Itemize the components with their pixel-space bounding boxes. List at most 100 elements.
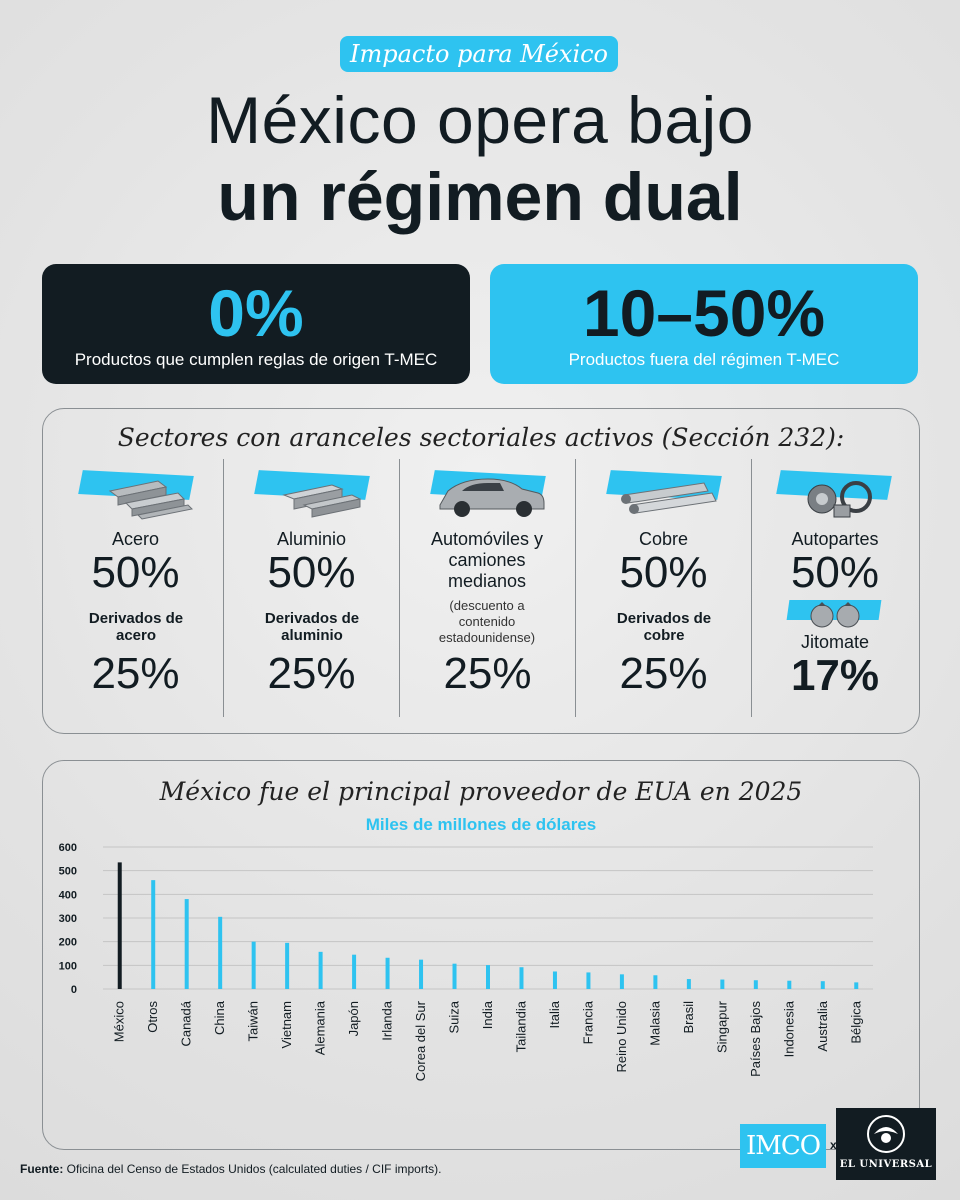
bar (218, 916, 223, 989)
sector-aluminio: Aluminio 50% Derivados de aluminio 25% (223, 459, 399, 717)
derived-label: Derivados de aluminio (264, 610, 360, 644)
copper-pipes-icon (576, 459, 751, 529)
non-tmec-card: 10–50% Productos fuera del régimen T-MEC (490, 264, 918, 384)
el-universal-logo: EL UNIVERSAL (836, 1108, 936, 1180)
tmec-compliant-card: 0% Productos que cumplen reglas de orige… (42, 264, 470, 384)
x-tick-label: Canadá (179, 1000, 194, 1046)
bar (586, 972, 591, 989)
non-tmec-value: 10–50% (582, 276, 826, 350)
y-tick-label: 300 (59, 913, 77, 925)
logo-separator: x (830, 1138, 837, 1152)
x-tick-label: Corea del Sur (413, 1000, 428, 1081)
bar (352, 954, 357, 989)
bar (787, 980, 792, 989)
sector-cobre: Cobre 50% Derivados de cobre 25% (575, 459, 751, 717)
bar (753, 980, 758, 989)
tmec-compliant-label: Productos que cumplen reglas de origen T… (74, 350, 438, 369)
x-tick-label: Malasia (647, 1000, 662, 1046)
bar (854, 982, 859, 989)
sector-automoviles: Automóviles y camiones medianos (descuen… (399, 459, 575, 717)
sector-rate: 25% (443, 649, 532, 698)
tomato-icon (752, 600, 918, 630)
sector-name: Aluminio (276, 529, 347, 549)
page-title-line2: un régimen dual (217, 159, 743, 235)
bar (552, 971, 557, 989)
y-tick-label: 200 (59, 937, 77, 949)
bar (318, 951, 323, 989)
bar (285, 942, 290, 989)
bar (452, 963, 457, 989)
chart-subtitle: Miles de millones de dólares (365, 815, 597, 834)
tmec-compliant-value: 0% (208, 276, 304, 350)
x-tick-label: Suiza (447, 1000, 462, 1033)
bar (251, 941, 256, 989)
aluminum-profiles-icon (224, 459, 399, 529)
derived-rate: 25% (91, 649, 180, 698)
bar (820, 981, 825, 989)
car-icon (400, 459, 575, 529)
extra-name: Jitomate (800, 632, 870, 652)
bar (720, 979, 725, 989)
source-note: Fuente: Oficina del Censo de Estados Uni… (20, 1162, 442, 1176)
bar (486, 965, 490, 989)
bar (519, 967, 524, 989)
y-tick-label: 500 (59, 866, 77, 878)
x-tick-label: Reino Unido (614, 1001, 629, 1073)
bar (653, 975, 658, 989)
sector-name: Automóviles y camiones medianos (430, 529, 544, 591)
sector-rate: 50% (619, 548, 708, 597)
bar (184, 899, 189, 989)
x-tick-label: Francia (580, 1000, 595, 1044)
source-label: Fuente: (20, 1162, 64, 1176)
chart-panel: México fue el principal proveedor de EUA… (42, 760, 920, 1150)
x-tick-label: India (480, 1000, 495, 1029)
sector-rate: 50% (790, 548, 880, 597)
x-tick-label: Alemania (313, 1000, 328, 1055)
y-tick-label: 400 (59, 889, 77, 901)
bar-chart: 0 100 200 300 400 500 600 México Otros Canadá Chin… (59, 842, 873, 1081)
derived-rate: 25% (619, 649, 708, 698)
sector-name: Cobre (638, 529, 689, 549)
x-tick-label: Japón (346, 1001, 361, 1036)
auto-parts-icon (752, 459, 918, 529)
x-tick-label: Otros (145, 1001, 160, 1033)
x-tick-label: Países Bajos (748, 1001, 763, 1077)
sector-acero: Acero 50% Derivados de acero 25% (48, 459, 223, 717)
x-tick-label: Indonesia (781, 1000, 796, 1057)
x-tick-label: Irlanda (380, 1000, 395, 1041)
bar (686, 979, 691, 989)
bar (385, 957, 390, 989)
bar (151, 880, 156, 989)
y-tick-label: 100 (59, 960, 77, 972)
x-tick-label: Bélgica (848, 1000, 863, 1043)
x-tick-label: Brasil (681, 1001, 696, 1034)
x-tick-label: Tailandia (513, 1000, 528, 1052)
sectors-panel: Sectores con aranceles sectoriales activ… (42, 408, 920, 734)
sector-autopartes: Autopartes 50% Jitomate 17% (751, 459, 918, 717)
sector-name: Autopartes (791, 529, 879, 549)
page-title-line1: México opera bajo (206, 83, 754, 157)
derived-label: Derivados de acero (88, 610, 184, 644)
eagle-seal-icon (867, 1115, 905, 1153)
chart-title: México fue el principal proveedor de EUA… (159, 777, 803, 806)
y-tick-label: 600 (59, 842, 77, 854)
sectors-title: Sectores con aranceles sectoriales activ… (117, 423, 845, 452)
bar (619, 974, 624, 989)
section-tag: Impacto para México (340, 36, 618, 72)
bar (117, 862, 122, 989)
source-text: Oficina del Censo de Estados Unidos (cal… (63, 1162, 442, 1176)
y-tick-label: 0 (71, 984, 77, 996)
x-tick-label: México (112, 1001, 127, 1042)
sector-rate: 50% (91, 548, 180, 597)
el-universal-wordmark: EL UNIVERSAL (839, 1159, 933, 1170)
derived-label: Derivados de cobre (616, 610, 712, 644)
sector-rate: 50% (267, 548, 356, 597)
x-tick-label: Vietnam (279, 1001, 294, 1048)
bar (419, 959, 424, 989)
x-tick-label: Taiwán (246, 1001, 261, 1041)
x-tick-label: Italia (547, 1000, 562, 1028)
x-tick-label: China (212, 1000, 227, 1035)
extra-rate: 17% (790, 651, 880, 700)
non-tmec-label: Productos fuera del régimen T-MEC (568, 350, 840, 369)
x-tick-label: Australia (815, 1000, 830, 1051)
